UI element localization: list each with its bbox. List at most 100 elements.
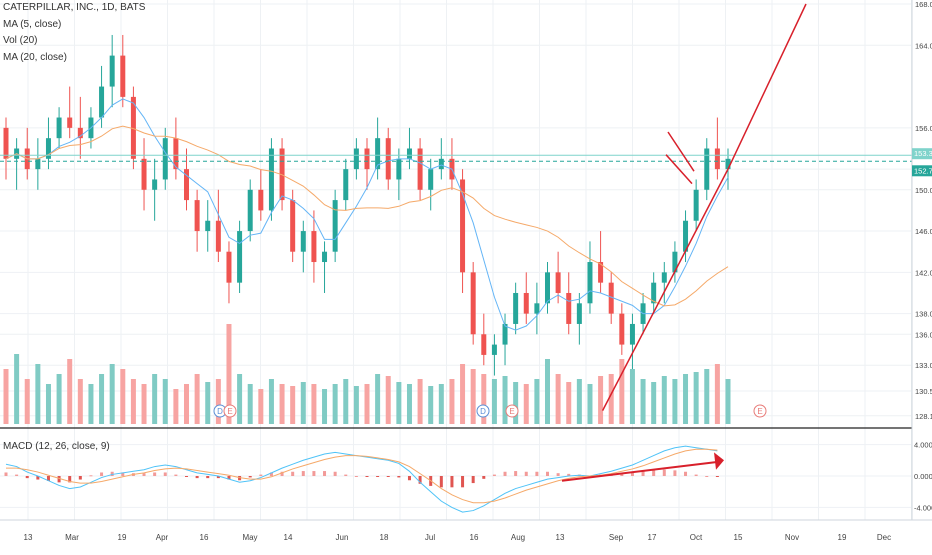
macd-legend[interactable]: MACD (12, 26, close, 9) <box>3 441 110 452</box>
ma20-legend[interactable]: MA (20, close) <box>3 51 67 63</box>
macd-histogram-bar <box>15 474 19 476</box>
candle-body <box>619 313 625 345</box>
time-axis-tick: 16 <box>200 533 209 542</box>
macd-histogram-bar <box>36 476 40 480</box>
volume-bar <box>300 382 306 424</box>
macd-histogram-bar <box>620 473 624 476</box>
volume-bar <box>279 384 285 424</box>
price-axis-tick: 128.10 <box>915 412 932 421</box>
macd-histogram-bar <box>354 476 358 477</box>
volume-bar <box>364 384 370 424</box>
volume-bar <box>629 369 635 424</box>
volume-bar <box>14 354 20 424</box>
macd-histogram-bar <box>312 471 316 476</box>
last-price-tag <box>912 165 932 177</box>
macd-histogram-bar <box>110 471 114 476</box>
macd-histogram-bar <box>439 476 443 488</box>
candle-body <box>704 148 710 190</box>
volume-bar <box>268 379 274 424</box>
macd-histogram-bar <box>641 471 645 476</box>
candle-body <box>470 272 476 335</box>
volume-bar <box>502 376 508 424</box>
macd-histogram-bar <box>142 473 146 476</box>
time-axis-tick: 19 <box>118 533 127 542</box>
macd-histogram-bar <box>482 476 486 479</box>
trendline-support <box>601 168 729 411</box>
candle-body <box>491 344 497 355</box>
candle-body <box>513 292 519 324</box>
price-axis-tick: 142.00 <box>915 268 932 277</box>
candle-body <box>353 148 359 170</box>
volume-bar <box>523 384 529 424</box>
macd-histogram-bar <box>715 476 719 477</box>
symbol-title[interactable]: CATERPILLAR, INC., 1D, BATS <box>3 2 146 13</box>
candle-body <box>120 55 126 97</box>
time-axis-tick: Aug <box>511 533 525 542</box>
candle-body <box>258 189 264 211</box>
time-axis-tick: 14 <box>284 533 293 542</box>
volume-bar <box>598 376 604 424</box>
volume-bar <box>343 379 349 424</box>
candle-body <box>162 138 168 180</box>
candle-body <box>534 303 540 314</box>
macd-histogram-bar <box>567 473 571 476</box>
candle-body <box>555 272 561 293</box>
volume-bar <box>109 364 115 424</box>
flag-upper-line <box>667 131 695 172</box>
candle-body <box>152 179 158 190</box>
volume-bar <box>152 374 158 424</box>
volume-legend[interactable]: Vol (20) <box>3 35 38 47</box>
macd-histogram-bar <box>259 474 263 476</box>
candle-body <box>226 251 232 283</box>
time-axis-tick: Apr <box>156 533 169 542</box>
upper-price-label: 153.35 <box>914 149 932 158</box>
macd-histogram-bar <box>89 475 93 477</box>
candle-body <box>725 158 731 170</box>
time-axis-tick: 19 <box>838 533 847 542</box>
event-marker-label: D <box>480 407 486 416</box>
candle-body <box>438 158 444 170</box>
event-marker-label: E <box>227 407 232 416</box>
candle-body <box>173 138 179 170</box>
trendline-extension <box>727 3 807 170</box>
candle-body <box>406 148 412 159</box>
event-marker <box>753 404 767 418</box>
candle-body <box>67 117 73 128</box>
macd-histogram-bar <box>25 476 29 479</box>
volume-bar <box>45 384 51 424</box>
candle-body <box>322 251 328 263</box>
event-marker-label: E <box>509 407 514 416</box>
macd-histogram-bar <box>195 476 199 479</box>
macd-histogram-bar <box>492 474 496 476</box>
macd-histogram-bar <box>376 476 380 477</box>
event-marker <box>505 404 519 418</box>
macd-histogram-bar <box>535 471 539 476</box>
ma5-legend[interactable]: MA (5, close) <box>3 18 62 30</box>
macd-histogram-bar <box>673 470 677 476</box>
macd-histogram-bar <box>238 476 242 481</box>
time-axis-tick: 13 <box>556 533 565 542</box>
candle-body <box>205 220 211 232</box>
candle-body <box>566 292 572 324</box>
event-marker-label: E <box>757 407 762 416</box>
macd-histogram-bar <box>514 471 518 476</box>
macd-histogram-bar <box>333 471 337 476</box>
volume-bar <box>406 384 412 424</box>
volume-bar <box>184 384 189 424</box>
candle-body <box>523 292 529 314</box>
volume-bar <box>608 374 614 424</box>
candle-body <box>130 96 136 159</box>
candle-body <box>194 200 200 232</box>
macd-trend-arrow <box>561 460 719 482</box>
volume-bar <box>67 359 73 424</box>
macd-histogram-bar <box>630 472 634 476</box>
candle-body <box>215 220 221 252</box>
candle-body <box>300 231 306 252</box>
volume-bar <box>651 382 657 424</box>
volume-bar <box>375 374 381 424</box>
macd-histogram-bar <box>121 472 125 476</box>
